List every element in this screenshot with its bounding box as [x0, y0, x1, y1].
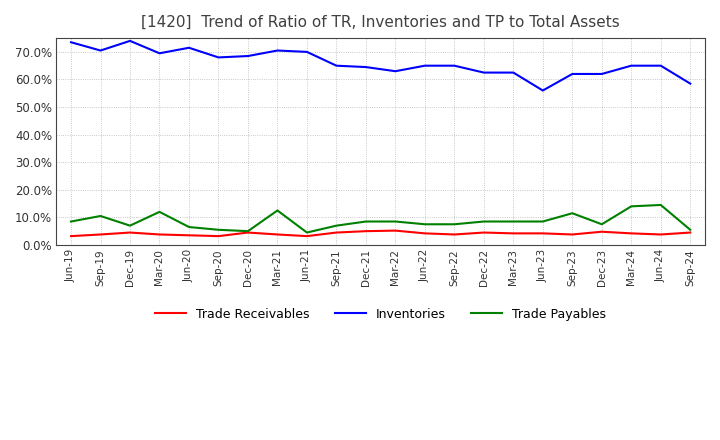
- Trade Receivables: [509, 231, 518, 236]
- Inventories: [420, 63, 429, 68]
- Legend: Trade Receivables, Inventories, Trade Payables: Trade Receivables, Inventories, Trade Pa…: [150, 303, 611, 326]
- Trade Payables: [657, 202, 665, 208]
- Trade Payables: [184, 224, 193, 230]
- Trade Receivables: [598, 229, 606, 235]
- Trade Payables: [391, 219, 400, 224]
- Trade Receivables: [332, 230, 341, 235]
- Inventories: [568, 71, 577, 77]
- Trade Payables: [568, 211, 577, 216]
- Inventories: [361, 64, 370, 70]
- Inventories: [539, 88, 547, 93]
- Trade Payables: [243, 228, 252, 234]
- Trade Receivables: [302, 234, 311, 239]
- Trade Payables: [67, 219, 76, 224]
- Trade Payables: [686, 227, 695, 232]
- Line: Trade Payables: Trade Payables: [71, 205, 690, 233]
- Trade Receivables: [156, 232, 164, 237]
- Trade Payables: [214, 227, 222, 232]
- Trade Receivables: [420, 231, 429, 236]
- Trade Receivables: [273, 232, 282, 237]
- Trade Receivables: [67, 234, 76, 239]
- Trade Receivables: [243, 230, 252, 235]
- Trade Receivables: [361, 228, 370, 234]
- Inventories: [450, 63, 459, 68]
- Inventories: [302, 49, 311, 55]
- Inventories: [243, 53, 252, 59]
- Inventories: [480, 70, 488, 75]
- Inventories: [67, 40, 76, 45]
- Inventories: [96, 48, 105, 53]
- Inventories: [657, 63, 665, 68]
- Trade Payables: [450, 222, 459, 227]
- Trade Receivables: [568, 232, 577, 237]
- Trade Payables: [156, 209, 164, 214]
- Trade Payables: [361, 219, 370, 224]
- Trade Payables: [627, 204, 636, 209]
- Trade Receivables: [184, 233, 193, 238]
- Inventories: [509, 70, 518, 75]
- Trade Payables: [539, 219, 547, 224]
- Trade Payables: [480, 219, 488, 224]
- Inventories: [598, 71, 606, 77]
- Title: [1420]  Trend of Ratio of TR, Inventories and TP to Total Assets: [1420] Trend of Ratio of TR, Inventories…: [141, 15, 620, 30]
- Trade Payables: [420, 222, 429, 227]
- Line: Trade Receivables: Trade Receivables: [71, 231, 690, 236]
- Inventories: [126, 38, 135, 44]
- Inventories: [332, 63, 341, 68]
- Trade Receivables: [686, 230, 695, 235]
- Trade Payables: [598, 222, 606, 227]
- Trade Receivables: [627, 231, 636, 236]
- Inventories: [686, 81, 695, 86]
- Inventories: [627, 63, 636, 68]
- Trade Payables: [332, 223, 341, 228]
- Trade Payables: [509, 219, 518, 224]
- Trade Payables: [96, 213, 105, 219]
- Trade Receivables: [126, 230, 135, 235]
- Trade Receivables: [96, 232, 105, 237]
- Trade Payables: [273, 208, 282, 213]
- Trade Payables: [302, 230, 311, 235]
- Line: Inventories: Inventories: [71, 41, 690, 91]
- Trade Receivables: [214, 234, 222, 239]
- Trade Payables: [126, 223, 135, 228]
- Inventories: [184, 45, 193, 51]
- Trade Receivables: [657, 232, 665, 237]
- Inventories: [391, 69, 400, 74]
- Trade Receivables: [391, 228, 400, 233]
- Trade Receivables: [480, 230, 488, 235]
- Inventories: [273, 48, 282, 53]
- Inventories: [214, 55, 222, 60]
- Trade Receivables: [450, 232, 459, 237]
- Inventories: [156, 51, 164, 56]
- Trade Receivables: [539, 231, 547, 236]
